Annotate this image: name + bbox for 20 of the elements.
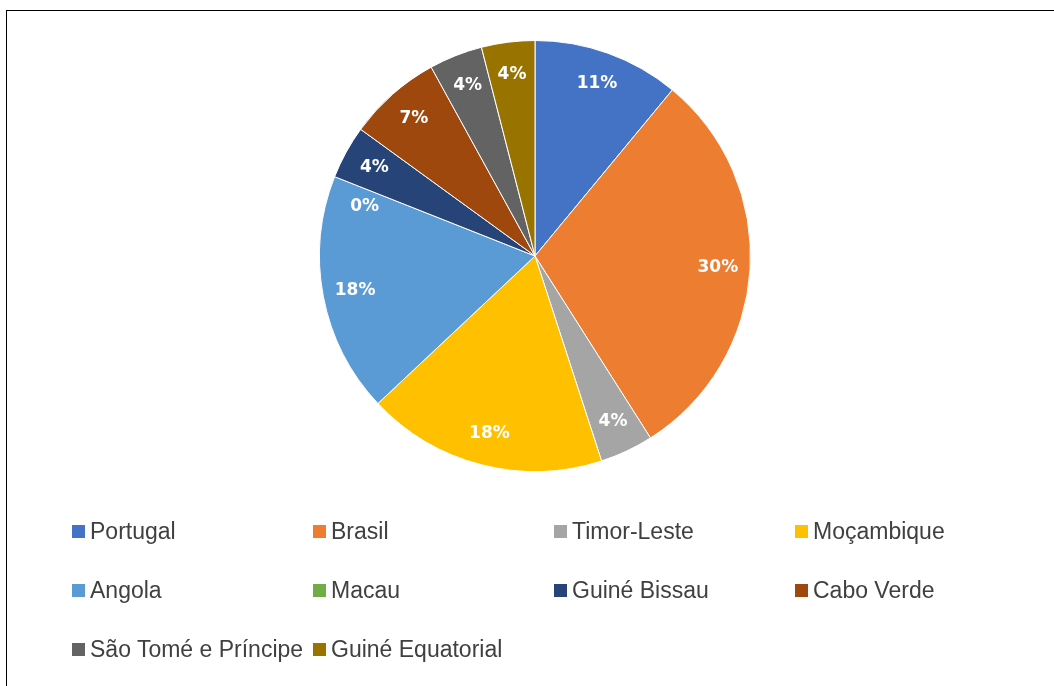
data-label: 4%	[453, 74, 483, 95]
data-label: 11%	[576, 72, 618, 93]
data-label: 18%	[469, 421, 510, 442]
legend-label: Moçambique	[813, 517, 945, 545]
legend-label: Brasil	[331, 517, 389, 545]
legend-label: Portugal	[90, 517, 176, 545]
data-label: 18%	[334, 278, 376, 299]
legend-label: Angola	[90, 576, 162, 604]
legend-label: São Tomé e Príncipe	[90, 635, 304, 663]
text: 0%	[350, 194, 380, 215]
data-label: 7%	[399, 107, 429, 128]
data-label: 4%	[598, 410, 628, 431]
data-label: 30%	[697, 255, 739, 276]
legend-label: Timor-Leste	[572, 517, 694, 545]
data-label: 4%	[360, 156, 389, 177]
data-label: 4%	[497, 62, 527, 83]
legend-label: Cabo Verde	[813, 576, 935, 604]
legend-label: Guiné Bissau	[572, 576, 709, 604]
legend-label: Macau	[331, 576, 401, 604]
legend-label: Guiné Equatorial	[331, 635, 503, 663]
